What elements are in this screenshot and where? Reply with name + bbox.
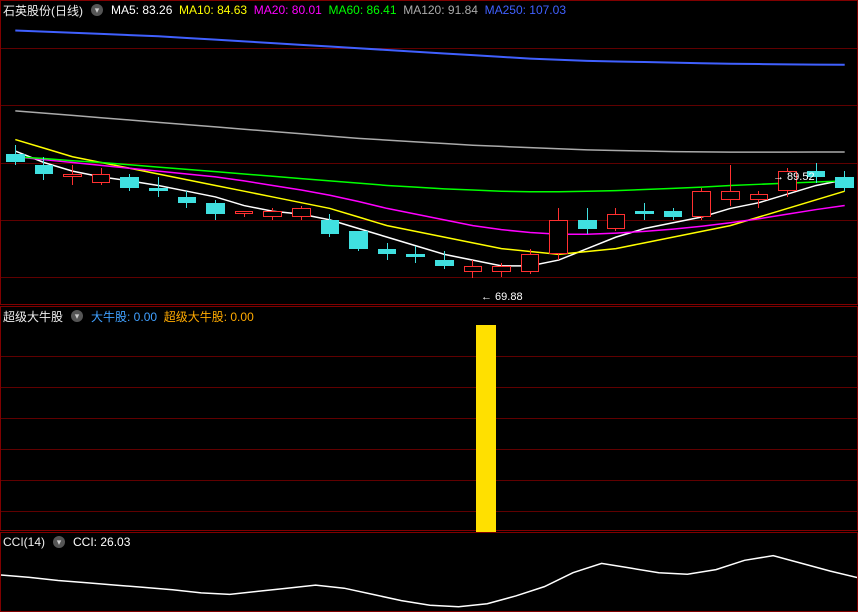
price-chart-svg [1, 1, 857, 304]
cci-panel[interactable]: CCI(14) ▾ CCI: 26.03 [0, 532, 858, 612]
indicator1-gridlines [1, 307, 857, 530]
cci-svg [1, 533, 857, 611]
signal-bar [476, 325, 496, 532]
price-chart-panel[interactable]: 石英股份(日线) ▾ MA5: 83.26 MA10: 84.63 MA20: … [0, 0, 858, 305]
indicator-panel-1[interactable]: 超级大牛股 ▾ 大牛股: 0.00 超级大牛股: 0.00 [0, 306, 858, 531]
